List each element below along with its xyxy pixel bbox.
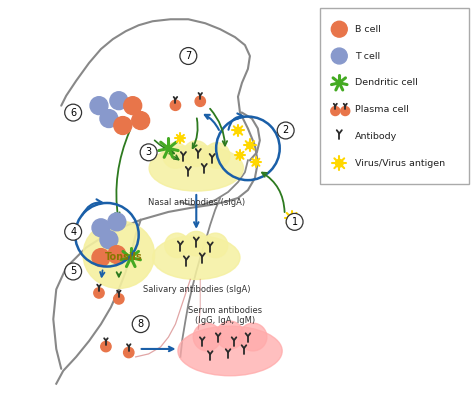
Circle shape — [170, 100, 181, 111]
Circle shape — [92, 249, 110, 267]
Circle shape — [288, 214, 295, 222]
Circle shape — [132, 112, 150, 130]
Text: (IgG, IgA, IgM): (IgG, IgA, IgM) — [195, 316, 255, 325]
Circle shape — [118, 120, 128, 130]
Circle shape — [193, 323, 221, 351]
Text: 6: 6 — [70, 108, 76, 118]
Ellipse shape — [83, 221, 155, 288]
Text: 4: 4 — [70, 227, 76, 237]
Text: 1: 1 — [292, 217, 298, 227]
Circle shape — [65, 104, 82, 121]
Text: Salivary antibodies (sIgA): Salivary antibodies (sIgA) — [143, 285, 250, 294]
FancyBboxPatch shape — [320, 8, 469, 184]
Circle shape — [204, 142, 230, 168]
Circle shape — [92, 219, 110, 237]
Circle shape — [128, 101, 137, 111]
Circle shape — [132, 316, 149, 333]
Circle shape — [100, 231, 118, 249]
Circle shape — [286, 213, 303, 230]
Text: Plasma cell: Plasma cell — [355, 105, 409, 114]
Circle shape — [166, 146, 171, 151]
Text: Virus/Virus antigen: Virus/Virus antigen — [355, 159, 445, 168]
Circle shape — [128, 255, 134, 261]
Circle shape — [246, 142, 253, 149]
Text: Tonsils: Tonsils — [105, 252, 143, 262]
Text: T cell: T cell — [355, 51, 380, 61]
Text: 5: 5 — [70, 267, 76, 277]
Circle shape — [108, 246, 126, 264]
Circle shape — [235, 127, 241, 134]
Text: Antibody: Antibody — [355, 132, 397, 141]
Circle shape — [203, 233, 228, 258]
Text: 8: 8 — [137, 319, 144, 329]
Ellipse shape — [149, 145, 244, 191]
Circle shape — [331, 48, 347, 64]
Circle shape — [96, 253, 106, 263]
Circle shape — [180, 47, 197, 65]
Circle shape — [178, 136, 183, 141]
Circle shape — [341, 107, 350, 116]
Circle shape — [110, 92, 128, 110]
Circle shape — [335, 51, 344, 60]
Text: 2: 2 — [283, 125, 289, 136]
Circle shape — [253, 160, 259, 165]
Circle shape — [184, 231, 209, 256]
Circle shape — [336, 160, 343, 167]
Circle shape — [331, 21, 347, 37]
Ellipse shape — [153, 236, 240, 279]
Circle shape — [136, 116, 146, 125]
Circle shape — [216, 321, 244, 349]
Circle shape — [195, 96, 205, 107]
Circle shape — [331, 107, 340, 116]
Circle shape — [239, 323, 267, 351]
Circle shape — [114, 294, 124, 304]
Circle shape — [94, 288, 104, 298]
Circle shape — [124, 348, 134, 358]
Circle shape — [100, 110, 118, 128]
Text: 3: 3 — [146, 147, 152, 157]
Circle shape — [114, 96, 124, 106]
Circle shape — [101, 342, 111, 352]
Circle shape — [183, 141, 209, 166]
Circle shape — [237, 152, 243, 158]
Circle shape — [65, 263, 82, 280]
Text: B cell: B cell — [355, 25, 381, 34]
Text: Serum antibodies: Serum antibodies — [188, 306, 262, 315]
Circle shape — [163, 142, 188, 168]
Circle shape — [165, 233, 189, 258]
Circle shape — [335, 25, 344, 34]
Circle shape — [112, 217, 122, 227]
Circle shape — [114, 117, 132, 134]
Circle shape — [108, 213, 126, 231]
Circle shape — [140, 144, 157, 161]
Circle shape — [96, 223, 106, 233]
Circle shape — [112, 250, 122, 259]
Circle shape — [94, 101, 104, 111]
Circle shape — [337, 81, 341, 85]
Text: Dendritic cell: Dendritic cell — [355, 78, 418, 87]
Circle shape — [104, 235, 114, 245]
Ellipse shape — [178, 326, 282, 376]
Circle shape — [65, 223, 82, 240]
Circle shape — [124, 97, 142, 115]
Text: Nasal antibodies (sIgA): Nasal antibodies (sIgA) — [148, 198, 245, 207]
Circle shape — [90, 97, 108, 115]
Text: 7: 7 — [185, 51, 191, 61]
Circle shape — [104, 114, 114, 123]
Circle shape — [277, 122, 294, 139]
